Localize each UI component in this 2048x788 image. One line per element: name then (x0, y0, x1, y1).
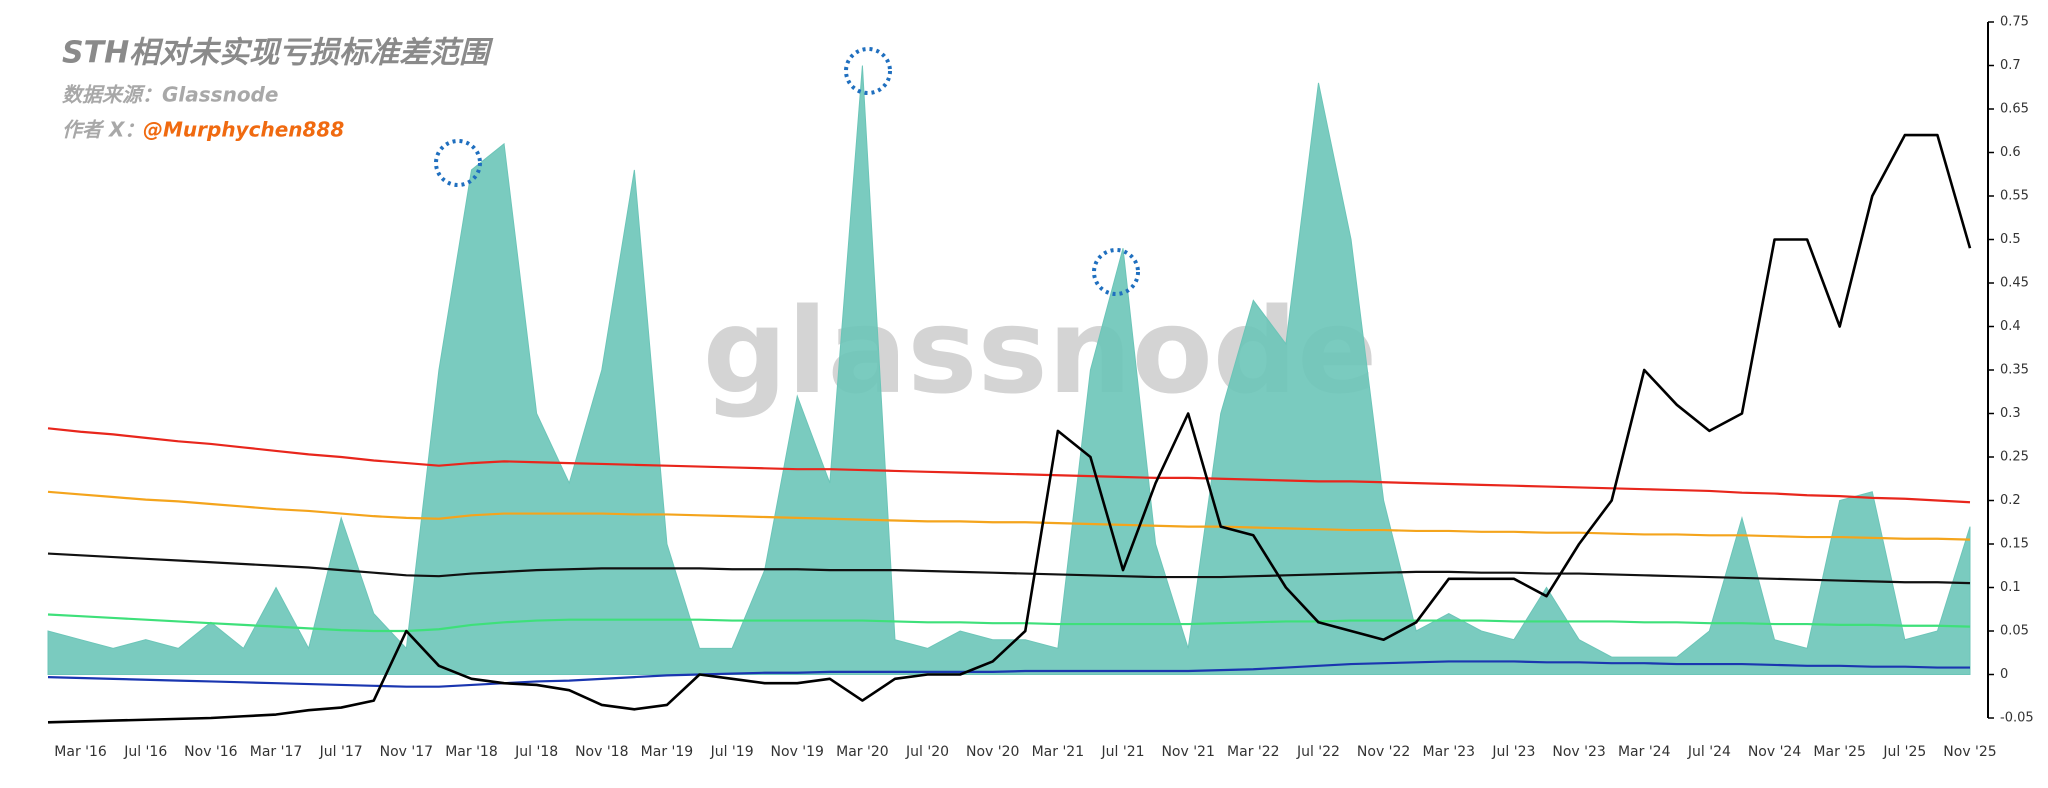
x-tick-label: Jul '19 (710, 744, 754, 760)
x-tick-label: Jul '22 (1296, 744, 1340, 760)
x-tick-label: Nov '23 (1552, 744, 1605, 760)
x-tick-label: Mar '20 (836, 744, 889, 760)
x-tick-label: Nov '16 (184, 744, 238, 760)
chart-title: STH相对未实现亏损标准差范围 (62, 36, 494, 71)
x-tick-label: Jul '25 (1882, 744, 1926, 760)
x-tick-label: Jul '21 (1101, 744, 1145, 760)
highlight-circle (434, 139, 482, 187)
line (47, 552, 1971, 585)
x-tick-label: Jul '20 (905, 744, 949, 760)
x-tick-label: Mar '23 (1423, 744, 1476, 760)
x-tick-label: Jul '17 (319, 744, 363, 760)
x-tick-label: Mar '16 (54, 744, 107, 760)
author-label: 作者 X： (62, 118, 144, 142)
x-tick-label: Jul '24 (1687, 744, 1731, 760)
y-tick-label: 0.55 (2000, 189, 2029, 204)
x-tick-label: Jul '23 (1491, 744, 1535, 760)
y-tick-label: 0.25 (2000, 450, 2029, 465)
y-tick-label: 0.75 (2000, 15, 2029, 30)
x-tick-label: Mar '18 (445, 744, 498, 760)
x-tick-label: Nov '24 (1748, 744, 1802, 760)
y-tick-label: 0.65 (2000, 102, 2029, 117)
y-tick-label: 0.3 (2000, 406, 2021, 421)
y-tick-label: 0.35 (2000, 363, 2029, 378)
highlight-circle (1092, 248, 1140, 296)
x-tick-label: Nov '19 (771, 744, 824, 760)
line (47, 427, 1971, 504)
plot-area: -0.05 0 0.05 0.1 0.15 0.2 0.25 0.3 0.35 0.4 0.45 0.… (47, 15, 2034, 760)
line (47, 613, 1971, 633)
x-tick-label: Jul '16 (123, 744, 167, 760)
y-tick-label: 0.6 (2000, 145, 2021, 160)
author: @Murphychen888 (143, 118, 344, 142)
x-tick-label: Nov '22 (1357, 744, 1410, 760)
y-tick-label: 0.45 (2000, 276, 2029, 291)
y-tick-label: 0.15 (2000, 537, 2029, 552)
y-tick-label: 0.05 (2000, 624, 2029, 639)
x-tick-label: Nov '17 (380, 744, 433, 760)
line (47, 133, 1972, 724)
x-tick-label: Nov '20 (966, 744, 1019, 760)
line (47, 490, 1971, 541)
x-tick-label: Mar '22 (1227, 744, 1280, 760)
x-tick-label: Mar '19 (641, 744, 694, 760)
highlight-circles (434, 47, 1140, 296)
x-tick-label: Mar '21 (1032, 744, 1085, 760)
area (47, 65, 1971, 675)
x-tick-label: Nov '18 (575, 744, 628, 760)
highlight-circle (844, 47, 892, 95)
source: 数据来源：Glassnode (62, 83, 278, 107)
x-tick-label: Nov '25 (1943, 744, 1996, 760)
y-tick-label: 0.4 (2000, 319, 2021, 334)
y-tick-label: -0.05 (2000, 711, 2034, 726)
x-tick-label: Mar '25 (1813, 744, 1866, 760)
x-tick-label: Mar '17 (250, 744, 303, 760)
x-tick-label: Nov '21 (1161, 744, 1214, 760)
y-tick-label: 0 (2000, 667, 2008, 682)
y-tick-label: 0.5 (2000, 232, 2021, 247)
x-tick-label: Jul '18 (514, 744, 558, 760)
line (47, 660, 1970, 688)
y-tick-label: 0.2 (2000, 493, 2021, 508)
x-tick-label: Mar '24 (1618, 744, 1671, 760)
y-tick-label: 0.1 (2000, 580, 2021, 595)
y-tick-label: 0.7 (2000, 58, 2021, 73)
